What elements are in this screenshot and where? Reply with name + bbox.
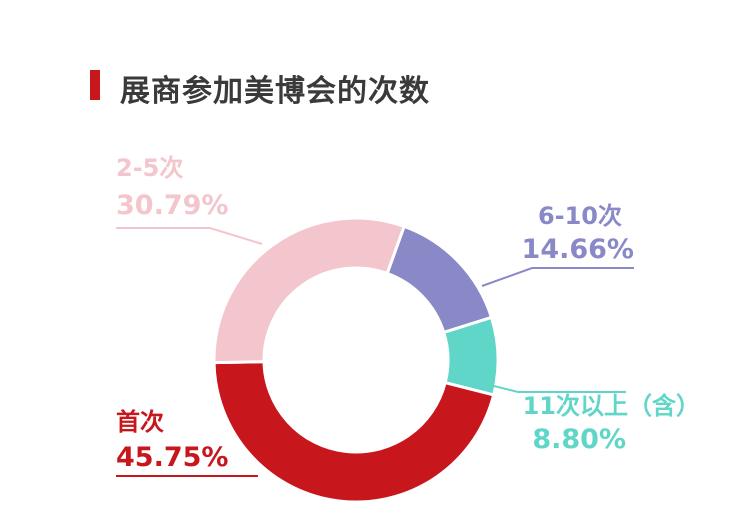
pie-slice-2	[212, 216, 407, 365]
leader-line-4	[485, 383, 626, 393]
slice-percent-label-3: 14.66%	[522, 234, 634, 265]
slice-name-label-2: 2-5次	[116, 154, 183, 182]
pie-slice-1	[212, 360, 496, 504]
slice-percent-label-2: 30.79%	[116, 190, 228, 221]
leader-line-3	[481, 267, 634, 287]
leader-line-2	[116, 227, 263, 245]
slice-name-label-4: 11次以上（含）	[523, 392, 700, 420]
slice-percent-label-4: 8.80%	[532, 424, 626, 455]
pie-slice-3	[385, 224, 494, 335]
slice-name-label-1: 首次	[116, 408, 164, 436]
chart-title: 展商参加美博会的次数	[120, 74, 430, 109]
slice-percent-label-1: 45.75%	[116, 442, 228, 473]
title-accent-bar	[90, 70, 100, 100]
slice-name-label-3: 6-10次	[538, 202, 622, 230]
